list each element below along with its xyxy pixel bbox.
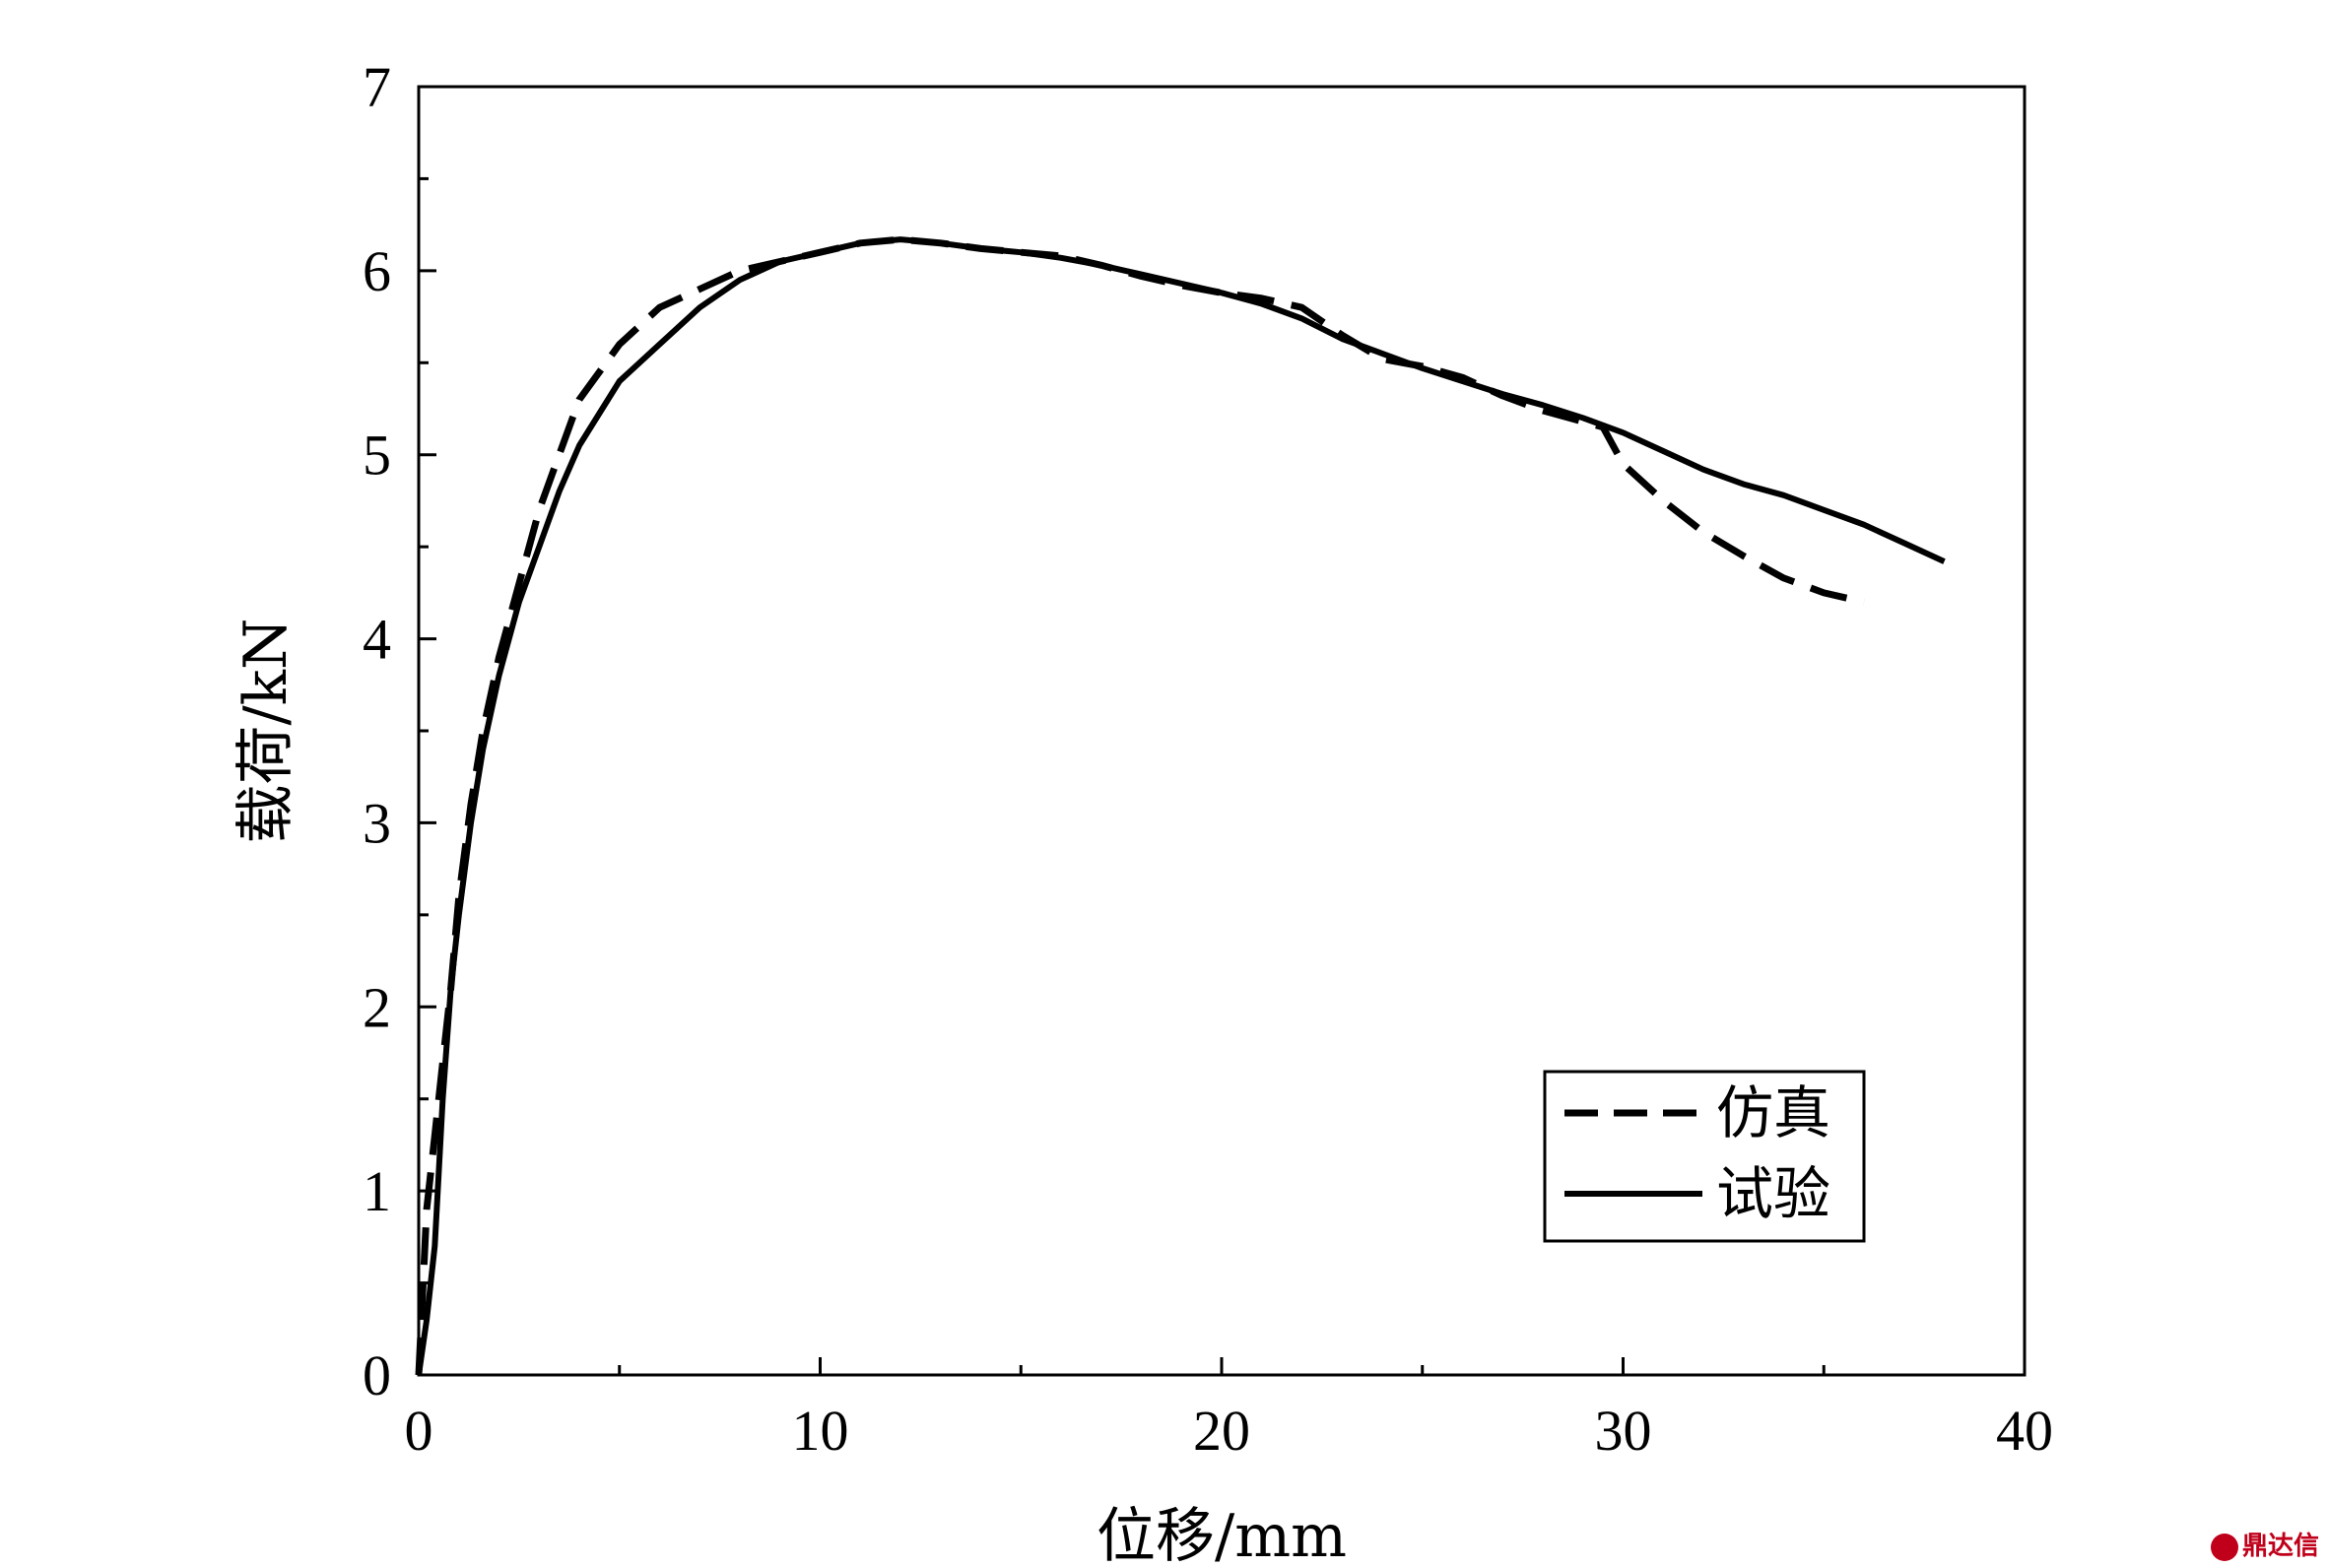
x-tick-label: 40 <box>1996 1399 2053 1463</box>
x-tick-label: 20 <box>1193 1399 1250 1463</box>
watermark-logo-icon <box>2210 1533 2238 1561</box>
legend: 仿真 试验 <box>1543 1070 1866 1243</box>
legend-label-sim: 仿真 <box>1716 1079 1830 1146</box>
y-tick-label: 7 <box>363 55 391 119</box>
watermark-text: 鼎达信 <box>2241 1532 2319 1561</box>
y-axis-label: 载荷/kN <box>232 618 300 843</box>
y-tick-label: 1 <box>363 1159 391 1223</box>
legend-box <box>1543 1070 1866 1243</box>
y-tick-label: 3 <box>363 791 391 855</box>
y-tick-label: 5 <box>363 424 391 488</box>
y-tick-label: 4 <box>363 608 391 672</box>
x-tick-label: 10 <box>792 1399 849 1463</box>
x-tick-label: 30 <box>1595 1399 1652 1463</box>
legend-label-test: 试验 <box>1716 1160 1830 1227</box>
series-line-test <box>416 236 1946 1376</box>
x-axis-label: 位移/mm <box>1097 1502 1347 1568</box>
watermark: 鼎达信 <box>2210 1526 2319 1562</box>
y-tick-label: 2 <box>363 975 391 1039</box>
y-axis: 0 1 2 3 4 5 6 7 <box>363 55 436 1407</box>
series-layer <box>415 235 1946 1376</box>
x-axis: 0 10 20 30 40 <box>405 1357 2053 1463</box>
y-tick-label: 0 <box>363 1343 391 1407</box>
x-tick-label: 0 <box>405 1399 433 1463</box>
y-tick-label: 6 <box>363 239 391 303</box>
